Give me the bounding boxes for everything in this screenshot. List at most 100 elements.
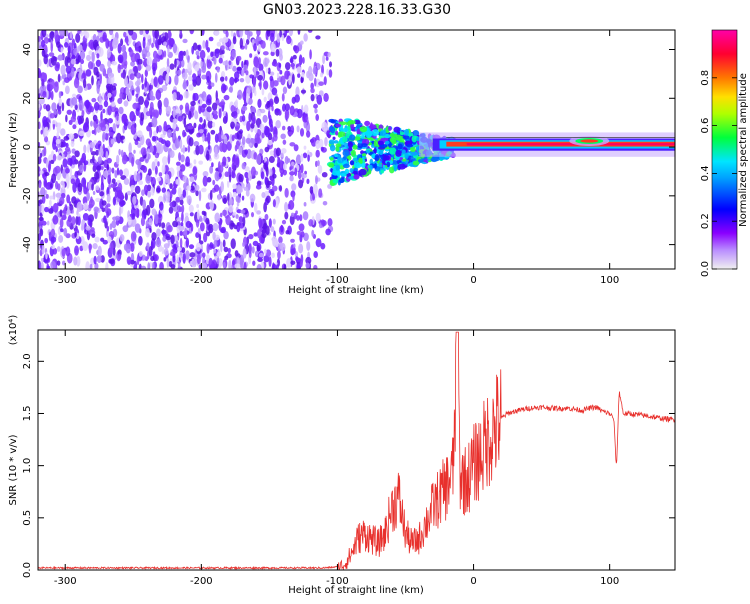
spectro-cell — [243, 64, 248, 72]
spectro-cell — [222, 36, 229, 43]
spectro-cell — [43, 37, 49, 44]
spectro-cell — [213, 184, 220, 192]
spectro-cell — [38, 199, 43, 205]
spectro-cell — [121, 154, 128, 165]
spectro-cell — [93, 127, 97, 136]
spectro-cell — [225, 112, 228, 123]
spectro-cell — [284, 103, 291, 111]
spectro-cell — [218, 57, 223, 64]
spectro-cell — [315, 175, 318, 185]
spectro-cell — [209, 165, 214, 174]
spectro-cell — [139, 157, 145, 163]
spectro-cell — [187, 75, 193, 82]
spectro-cell — [347, 125, 352, 133]
spectro-cell — [145, 30, 150, 35]
spectro-cell — [373, 139, 379, 147]
spectro-cell — [123, 121, 128, 131]
spectro-cell — [51, 102, 57, 112]
spectro-cell — [131, 156, 135, 167]
spectro-cell — [140, 265, 147, 269]
spectro-cell — [214, 72, 218, 83]
spectro-cell — [278, 236, 283, 244]
spectro-cell — [120, 149, 124, 158]
spectro-cell — [327, 51, 331, 58]
spectro-cell — [395, 134, 402, 141]
spectro-cell — [94, 236, 100, 243]
spectro-cell — [63, 227, 68, 237]
spectro-cell — [132, 102, 139, 110]
spectro-cell — [99, 63, 105, 72]
colorbar-ticks: 0.0 0.2 0.4 0.6 0.8 — [700, 70, 737, 277]
spectro-cell — [132, 66, 137, 72]
spectro-cell — [44, 126, 47, 137]
spectro-cell — [176, 217, 183, 222]
spectro-cell — [326, 68, 329, 76]
spectro-cell — [169, 251, 176, 257]
spectro-cell — [223, 230, 229, 240]
snr-x-label: Height of straight line (km) — [288, 585, 424, 596]
spectro-cell — [264, 176, 268, 185]
spectro-cell — [259, 79, 262, 91]
spectro-cell — [94, 171, 100, 180]
spectro-cell — [316, 94, 323, 105]
spectro-cell — [130, 242, 135, 253]
spectro-cell — [303, 201, 307, 207]
spectro-cell — [253, 66, 257, 78]
spectro-cell — [265, 195, 271, 204]
spectro-cell — [163, 97, 169, 108]
spectro-cell — [38, 111, 41, 116]
spectro-cell — [106, 163, 110, 171]
spectro-cell — [65, 114, 68, 123]
spectro-cell — [227, 247, 231, 254]
spectro-cell — [50, 260, 56, 269]
spectro-cell — [54, 81, 59, 87]
spectro-cell — [157, 195, 164, 204]
spectro-cell — [41, 204, 45, 215]
spectro-cell — [329, 157, 334, 161]
spectro-cell — [348, 146, 353, 152]
spectro-cell — [241, 195, 245, 201]
spectro-cell — [56, 246, 61, 252]
spectro-cell — [153, 130, 158, 137]
spectro-cell — [54, 165, 61, 174]
spectro-cell — [89, 141, 95, 149]
spectro-cell — [315, 35, 321, 40]
spectro-cell — [256, 210, 262, 215]
spectro-cell — [121, 45, 127, 53]
spectro-cell — [264, 126, 271, 138]
spectro-cell — [280, 133, 286, 140]
spectro-cell — [135, 96, 139, 102]
spectro-cell — [210, 51, 214, 58]
spectro-cell — [183, 90, 190, 99]
spectro-cell — [193, 122, 197, 129]
x-tick-label: -300 — [54, 275, 77, 286]
spectro-cell — [209, 202, 214, 208]
spectro-cell — [182, 144, 186, 154]
spectro-cell — [82, 241, 89, 252]
spectro-cell — [324, 137, 328, 147]
spectro-cell — [93, 161, 97, 169]
spectro-cell — [235, 195, 240, 203]
spectro-cell — [40, 187, 46, 198]
spectro-cell — [228, 166, 232, 175]
spectro-cell — [277, 156, 281, 168]
colorbar-tick-label: 0.6 — [700, 118, 711, 134]
spectro-cell — [298, 179, 304, 189]
spectro-cell — [100, 237, 105, 242]
spectro-cell — [89, 263, 93, 269]
spectro-cell — [207, 144, 211, 150]
spectro-cell — [261, 88, 265, 96]
spectro-cell — [107, 236, 112, 244]
spectro-cell — [108, 72, 115, 78]
spectro-cell — [276, 72, 280, 78]
spectro-cell — [123, 63, 127, 70]
y-tick-label: 0.0 — [22, 562, 33, 578]
spectro-cell — [257, 44, 261, 52]
spectro-cell — [64, 77, 70, 84]
spectro-cell — [312, 183, 318, 195]
spectro-cell — [82, 78, 87, 89]
spectro-cell — [384, 140, 390, 145]
spectro-cell — [235, 157, 240, 168]
spectro-cell — [196, 204, 200, 209]
